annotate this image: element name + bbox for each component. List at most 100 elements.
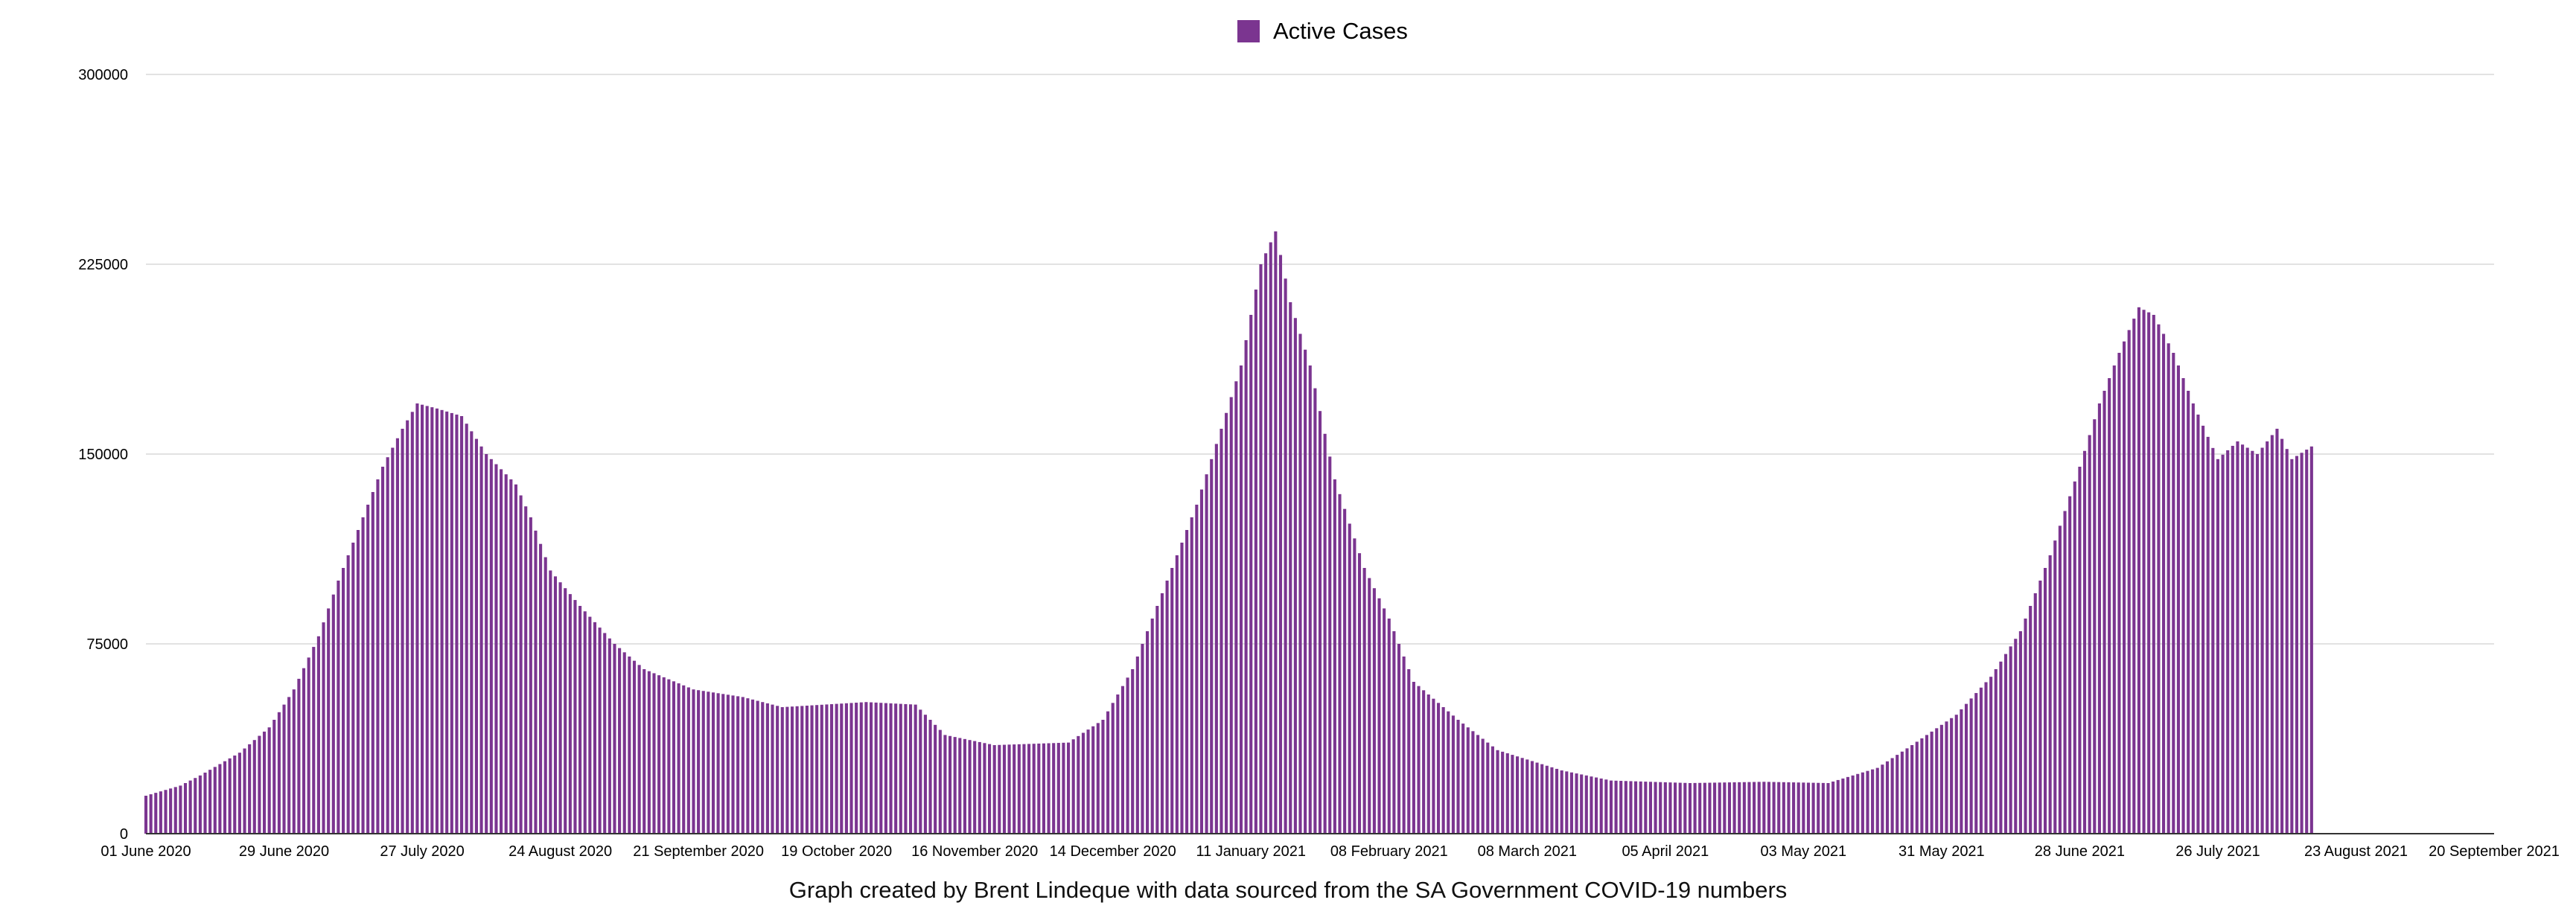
bar: [233, 756, 237, 834]
bar: [1742, 782, 1746, 834]
bar: [262, 731, 267, 834]
bar: [1841, 778, 1845, 834]
bar: [154, 793, 158, 834]
bar: [149, 794, 153, 834]
bar: [1022, 744, 1026, 834]
bar: [667, 679, 671, 834]
bar: [889, 703, 893, 834]
bar: [1274, 231, 1278, 834]
bar: [1989, 677, 1993, 834]
bar: [1348, 523, 1351, 834]
x-tick-label: 08 February 2021: [1330, 843, 1448, 860]
bar: [771, 704, 774, 834]
bar: [395, 438, 399, 834]
bar: [1032, 744, 1036, 834]
bar: [2157, 324, 2161, 834]
bar: [874, 702, 878, 834]
bar: [1629, 781, 1633, 834]
bar: [1234, 381, 1238, 834]
bar: [750, 699, 755, 834]
bar: [1214, 444, 1218, 834]
bar: [697, 690, 701, 834]
bar: [1910, 745, 1914, 834]
bar: [1037, 743, 1041, 834]
bar: [1249, 315, 1253, 834]
active-cases-bars: [144, 231, 2313, 834]
bar: [1683, 782, 1687, 834]
bar: [2251, 450, 2254, 834]
bar: [2172, 353, 2175, 834]
bar: [2206, 436, 2210, 834]
legend-label-active-cases: Active Cases: [1273, 18, 1408, 44]
bar: [1269, 242, 1272, 834]
bar: [1777, 782, 1781, 834]
bar: [455, 414, 459, 834]
bar: [622, 652, 626, 834]
bar: [1545, 765, 1549, 834]
bar: [1313, 388, 1317, 834]
bar: [1738, 782, 1741, 834]
bar: [1081, 732, 1085, 834]
bar: [1141, 644, 1144, 834]
bar: [1960, 709, 1963, 834]
bar: [425, 406, 429, 834]
bar: [805, 706, 809, 834]
bar: [2231, 445, 2234, 834]
x-tick-label: 26 July 2021: [2175, 843, 2260, 860]
bar: [1560, 770, 1563, 834]
bar: [1595, 777, 1598, 834]
bar: [1071, 739, 1075, 834]
bar: [1397, 644, 1401, 834]
bar: [761, 702, 765, 834]
bar: [519, 495, 523, 834]
bar: [2221, 454, 2225, 834]
bar: [746, 698, 750, 834]
bar: [1511, 755, 1514, 834]
bar: [2245, 447, 2249, 834]
y-tick-label: 225000: [78, 257, 128, 273]
bar: [2167, 343, 2170, 834]
bar: [1896, 755, 1899, 834]
bar: [2097, 403, 2101, 834]
bar: [1496, 750, 1499, 834]
bar: [1609, 780, 1613, 834]
bar: [489, 459, 493, 834]
bar: [307, 657, 310, 834]
bar: [790, 706, 794, 834]
bar: [1091, 726, 1095, 834]
bar: [1077, 735, 1080, 834]
bar: [583, 611, 587, 834]
bar: [1520, 758, 1524, 834]
bar: [194, 778, 197, 834]
x-tick-label: 08 March 2021: [1478, 843, 1577, 860]
bar: [1412, 682, 1415, 834]
bar: [337, 581, 340, 834]
bar: [1447, 711, 1450, 834]
bar: [2058, 526, 2062, 834]
bar: [1787, 782, 1791, 834]
bar: [2147, 312, 2151, 834]
bar: [450, 412, 453, 834]
bar: [864, 702, 868, 834]
bar: [652, 673, 656, 834]
bar: [608, 638, 611, 834]
bar: [2266, 441, 2269, 834]
bar: [968, 740, 972, 834]
bar: [2255, 454, 2260, 834]
bar: [2236, 441, 2239, 834]
bar: [316, 636, 320, 834]
bar: [1456, 720, 1460, 834]
bar: [973, 741, 977, 834]
bar: [1782, 782, 1785, 834]
bar: [1747, 782, 1751, 834]
bar: [1624, 781, 1627, 834]
bar: [2211, 447, 2215, 834]
bar: [1042, 743, 1045, 834]
bar: [800, 706, 804, 834]
bar: [381, 467, 385, 834]
bar: [2073, 481, 2076, 834]
bar: [1205, 474, 1208, 834]
bar: [1135, 657, 1139, 834]
bar: [208, 770, 212, 834]
bar: [1881, 764, 1884, 834]
